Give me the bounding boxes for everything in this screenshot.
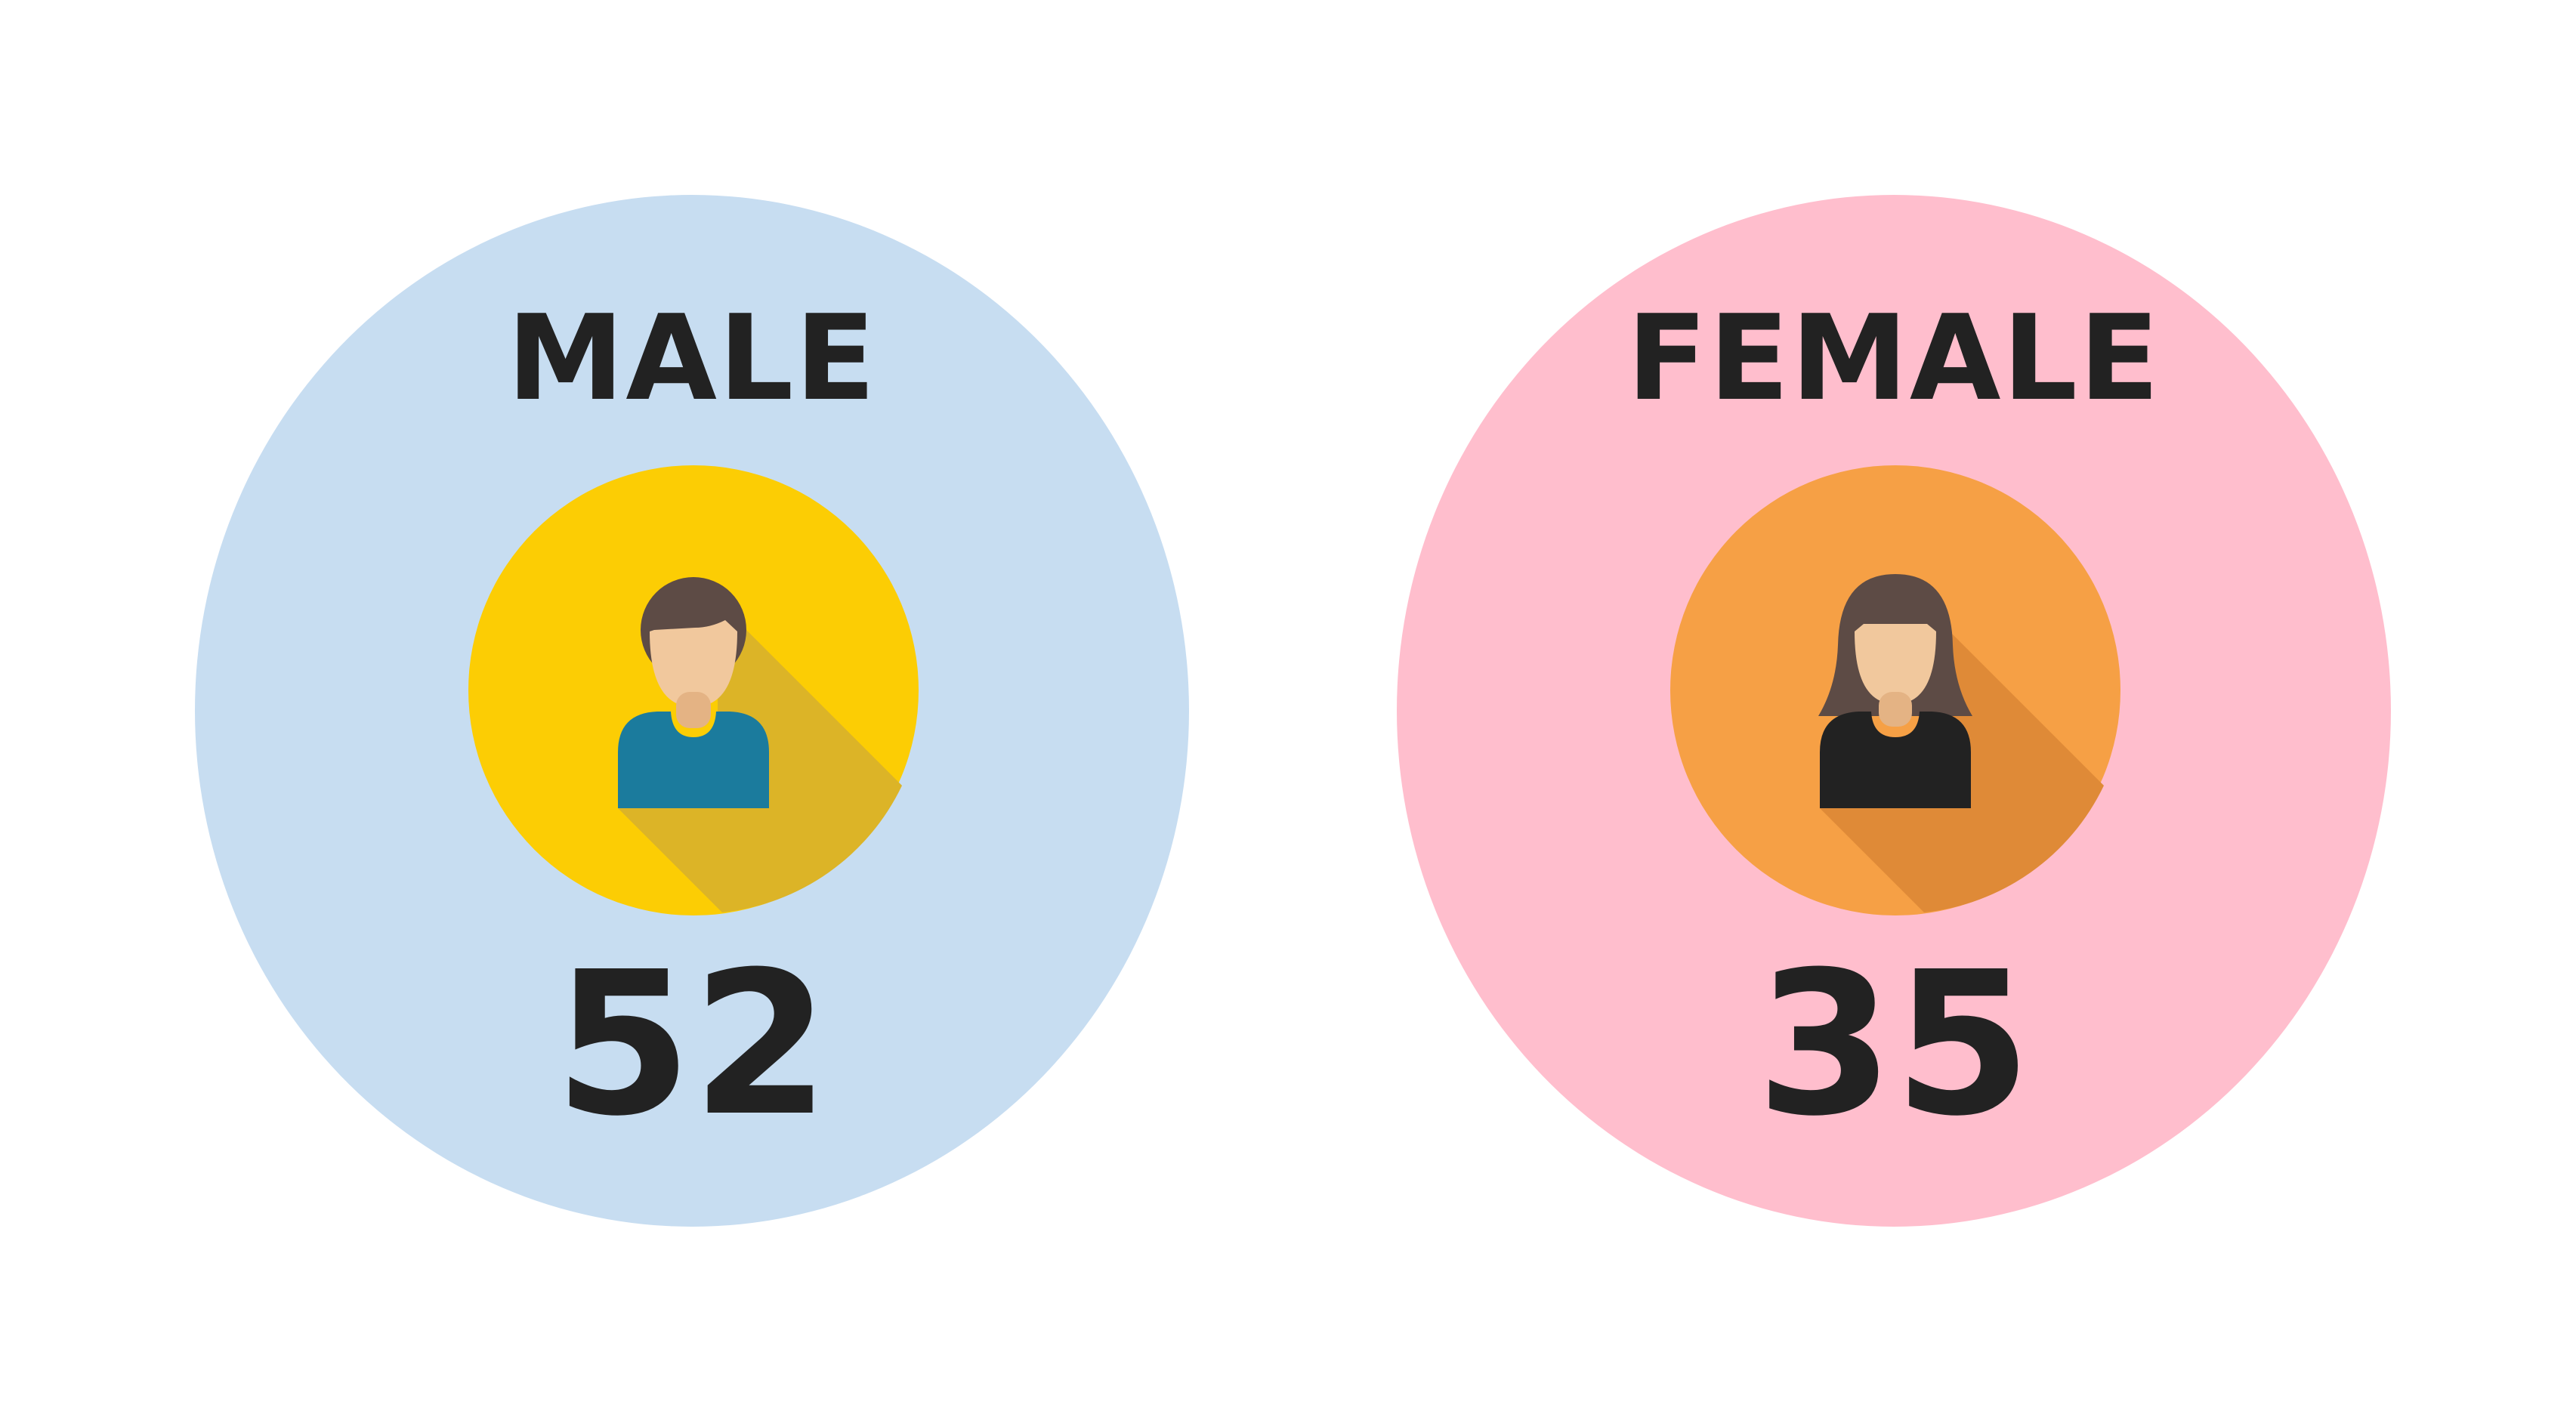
female-icon-shirt — [1820, 712, 1971, 808]
female-count: 35 — [1756, 929, 2032, 1159]
male-icon-neck — [676, 692, 711, 728]
male-label: MALE — [507, 289, 877, 427]
female-card: FEMALE 35 — [1397, 195, 2391, 1227]
male-icon-face — [650, 620, 737, 707]
female-icon-face — [1855, 624, 1936, 704]
female-label: FEMALE — [1626, 289, 2161, 427]
male-icon-shirt — [618, 712, 769, 808]
male-user-icon — [468, 465, 919, 915]
male-card: MALE 52 — [195, 195, 1189, 1227]
female-user-icon — [1670, 465, 2120, 915]
male-count: 52 — [554, 929, 830, 1159]
female-icon-neck — [1879, 692, 1912, 727]
